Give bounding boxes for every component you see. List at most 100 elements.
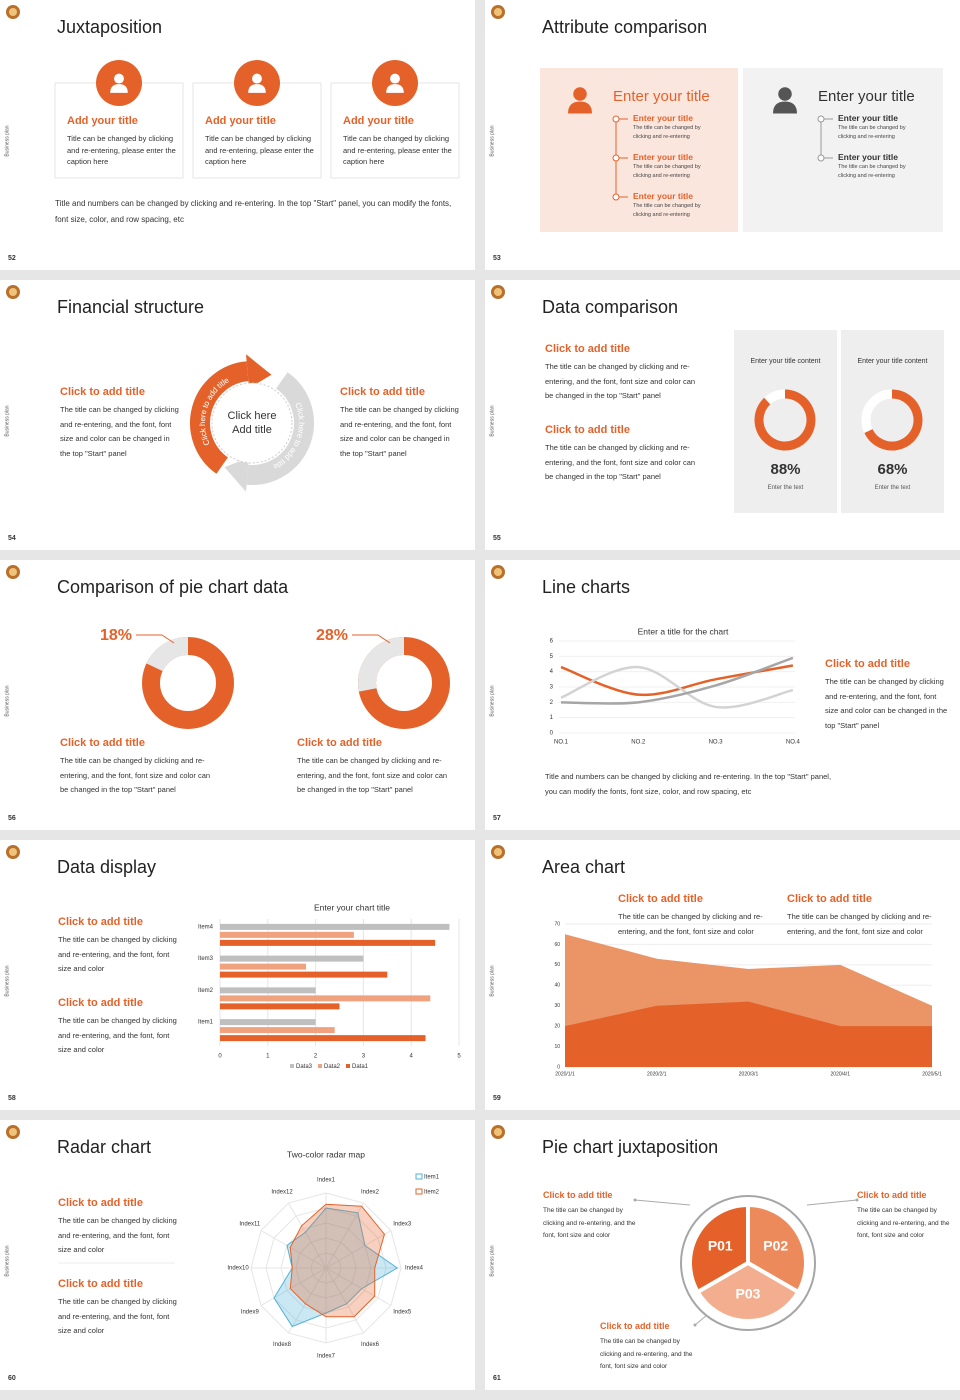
logo-inner [494, 8, 502, 16]
slide-title: Area chart [542, 857, 626, 877]
item-title: Enter your title [838, 152, 898, 162]
x-tick-label: 2020/5/1 [922, 1071, 942, 1077]
x-tick-label: 2020/4/1 [831, 1071, 851, 1077]
y-tick-label: 10 [554, 1044, 560, 1050]
donut-arc [146, 637, 189, 672]
y-tick-label: 30 [554, 1003, 560, 1009]
slide-graphics: 0 10 20 30 40 50 60 70 2020/1/1 2020/2/1 2020/3/1 2… [491, 845, 942, 1077]
slide-title: Radar chart [57, 1137, 152, 1157]
side-label: Business plan [4, 685, 11, 717]
connector-dot [693, 1323, 697, 1327]
icon-head [390, 73, 400, 84]
y-tick-label: 0 [550, 731, 554, 737]
legend-label: Data2 [324, 1064, 341, 1070]
block-text: The title can be changed by clicking and… [60, 405, 179, 458]
y-tick-label: 0 [557, 1064, 560, 1070]
slide: Attribute comparison Business plan 53 Enter… [485, 0, 960, 270]
cycle-arc [246, 372, 314, 485]
radar-label: Index2 [361, 1189, 380, 1195]
radar-label: Index5 [393, 1310, 412, 1316]
slide-title: Data display [57, 857, 157, 877]
side-label: Business plan [4, 125, 11, 157]
area-series [565, 1001, 932, 1067]
radar-label: Index4 [405, 1266, 424, 1272]
note: Title and numbers can be changed by clic… [545, 772, 832, 796]
block-text: The title can be changed by clicking and… [58, 1297, 177, 1335]
slide-graphics [491, 285, 944, 513]
slide-graphics: P01 P02 P03 [491, 1125, 859, 1331]
x-tick-label: 0 [218, 1054, 222, 1060]
icon-body [386, 84, 404, 93]
center-label: Add title [232, 424, 272, 436]
y-tick-label: 70 [554, 921, 560, 927]
slide-title: Comparison of pie chart data [57, 577, 289, 597]
icon-body [568, 101, 592, 114]
item-title: Enter your title [633, 152, 693, 162]
panel-heading: Enter your title [613, 88, 710, 105]
page-number: 54 [8, 535, 16, 542]
cycle-arrow [224, 457, 249, 492]
donut-arc [864, 389, 923, 451]
radar-label: Index11 [239, 1222, 261, 1228]
logo-inner [494, 1128, 502, 1136]
item-text: The title can be changed by clicking and… [633, 125, 701, 140]
slide-title: Attribute comparison [542, 17, 708, 37]
slide-title: Juxtaposition [57, 17, 163, 37]
card-heading: Enter your title content [857, 358, 928, 365]
logo-inner [9, 848, 17, 856]
block-title: Click to add title [545, 343, 630, 355]
slide-title: Data comparison [542, 297, 679, 317]
panel [743, 68, 943, 232]
x-tick-label: 4 [410, 1054, 414, 1060]
legend-label: Data3 [296, 1064, 313, 1070]
block-text: The title can be changed by clicking and… [340, 405, 459, 458]
chart-title: Enter your chart title [314, 902, 390, 912]
logo-inner [494, 568, 502, 576]
card-caption: Enter the text [874, 485, 911, 491]
bar [220, 939, 436, 946]
page-number: 59 [493, 1095, 501, 1102]
block-text: The title can be changed by clicking and… [58, 1016, 177, 1054]
connector-dot [855, 1198, 859, 1202]
chart-title: Two-color radar map [287, 1149, 365, 1159]
timeline-dot [817, 154, 825, 162]
connector [694, 1314, 708, 1326]
cycle-arrow [245, 354, 272, 389]
legend-swatch [318, 1064, 322, 1068]
chart-title: Enter a title for the chart [638, 626, 729, 636]
note: Title and numbers can be changed by clic… [55, 199, 452, 224]
y-tick-label: 20 [554, 1023, 560, 1029]
x-tick-label: NO.4 [786, 740, 801, 746]
y-tick-label: 6 [550, 639, 554, 645]
x-tick-label: 2 [314, 1054, 318, 1060]
card-title: Add your title [343, 115, 414, 127]
bar [220, 1027, 335, 1034]
x-tick-label: 3 [362, 1054, 366, 1060]
donut-label: 28% [316, 627, 349, 644]
side-label: Business plan [489, 965, 496, 997]
block-text: The title can be changed by clicking and… [58, 935, 177, 973]
slide: Data comparison Business plan 55 Click to a… [485, 280, 960, 550]
logo-inner [9, 568, 17, 576]
radar-spoke [260, 1230, 327, 1269]
block-title: Click to add title [543, 1190, 613, 1200]
y-tick-label: Item3 [198, 956, 214, 962]
item-text: The title can be changed by clicking and… [838, 164, 906, 179]
connector [806, 1199, 858, 1206]
bar [220, 971, 388, 978]
radar-spoke [325, 1230, 392, 1269]
block-text: The title can be changed by clicking and… [787, 912, 932, 936]
legend-swatch [415, 1173, 423, 1180]
side-label: Business plan [4, 405, 11, 437]
legend-label: Data1 [352, 1064, 369, 1070]
bar [220, 923, 450, 930]
page-number: 61 [493, 1375, 501, 1382]
x-tick-label: NO.1 [554, 740, 569, 746]
legend-label: Item1 [424, 1175, 440, 1181]
timeline-dot [612, 193, 620, 201]
block-text: The title can be changed by clicking and… [545, 443, 696, 481]
radar-spoke [325, 1202, 364, 1269]
radar-label: Index10 [227, 1266, 249, 1272]
